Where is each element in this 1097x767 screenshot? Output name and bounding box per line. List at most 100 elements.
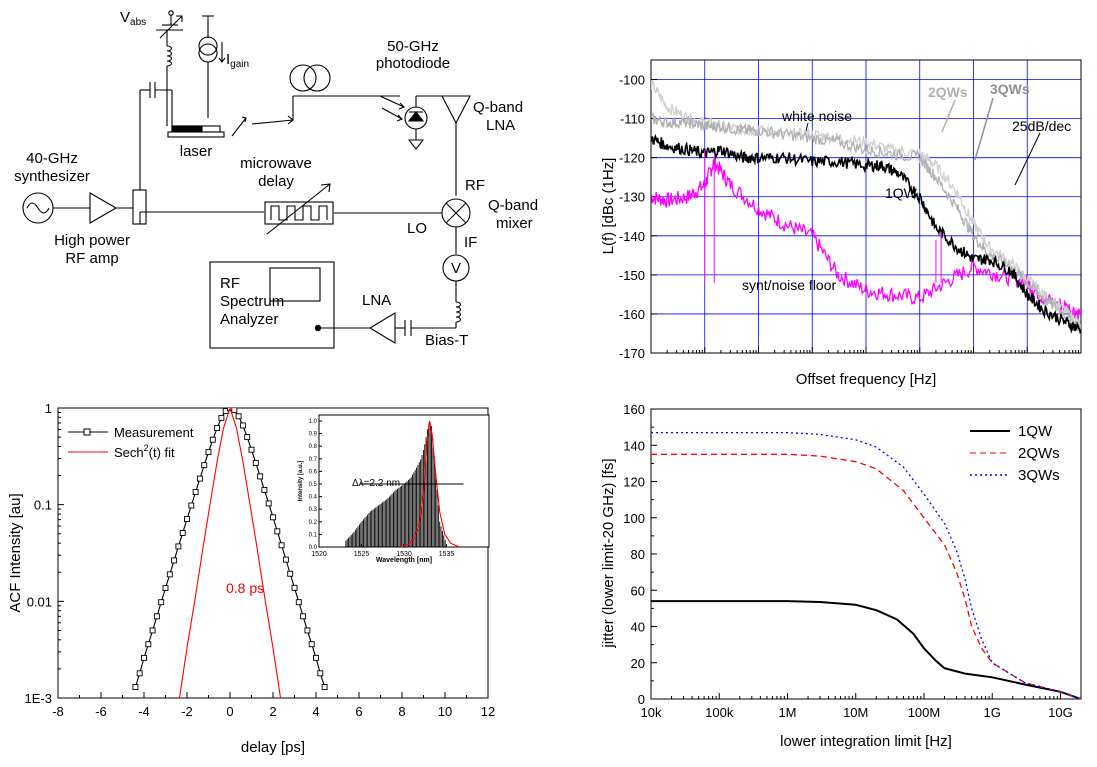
voltmeter-label: V: [451, 260, 461, 277]
acf-measurement-point: [308, 641, 315, 648]
inset-y-tick-label: 0.9: [309, 432, 318, 438]
pn-y-tick-label: -150: [619, 268, 645, 283]
acf-measurement-point: [196, 475, 203, 482]
jit-y-tick-label: 80: [631, 547, 645, 562]
microwave-delay-icon: [264, 201, 334, 225]
jitter-chart: 10k 100k 1M 10M 100M 1G 10G 0 20 40 60 80 100 120 140…: [600, 402, 1082, 750]
pn-annot-1qw: 1QW: [885, 185, 918, 201]
jit-y-tick-label: 140: [623, 438, 645, 453]
pn-y-tick-label: -120: [619, 151, 645, 166]
pn-annot-slope: 25dB/dec: [1012, 118, 1071, 134]
acf-measurement-point: [136, 670, 143, 677]
pn-y-tick-label: -100: [619, 73, 645, 88]
jit-x-tick-label: 100M: [908, 705, 941, 720]
bias-t-inductor-icon: [455, 301, 462, 323]
jit-y-tick-label: 100: [623, 511, 645, 526]
pn-y-tick-label: -170: [619, 346, 645, 361]
inset-y-tick-label: 0.1: [309, 532, 318, 538]
acf-measurement-point: [149, 627, 156, 634]
acf-measurement-point: [162, 585, 169, 592]
rf-amplifier-icon: [89, 192, 118, 224]
spectrum-analyzer-icon: [209, 261, 335, 349]
jit-legend-2qws: 2QWs: [1018, 445, 1060, 462]
acf-x-tick-label: 0: [226, 704, 233, 719]
acf-measurement-point: [231, 408, 238, 414]
mixer-label-line2: mixer: [496, 215, 533, 232]
acf-measurement-point: [291, 584, 298, 591]
acf-x-tick-label: 4: [312, 704, 319, 719]
synth-label-line2: synthesizer: [14, 168, 90, 185]
acf-measurement-point: [313, 654, 319, 661]
acf-measurement-point: [282, 556, 289, 563]
jit-y-tick-label: 20: [631, 656, 645, 671]
jit-x-tick-label: 1M: [778, 705, 796, 720]
acf-measurement-point: [265, 500, 272, 507]
amp-label-line2: RF amp: [65, 250, 118, 267]
acf-series-line: [178, 408, 282, 698]
inset-linewidth-annotation: Δλ=2.2 nm: [352, 478, 400, 489]
jit-x-tick-label: 10k: [641, 705, 662, 720]
acf-measurement-point: [214, 425, 221, 432]
inset-y-tick-label: 1.0: [309, 419, 318, 425]
qlna-label-line2: LNA: [486, 117, 515, 134]
acf-x-tick-label: 6: [355, 704, 362, 719]
pn-annot-noise-floor: synt/noise floor: [742, 277, 836, 293]
acf-legend-sech-fit: Sech2(t) fit: [114, 443, 175, 460]
acf-measurement-point: [244, 434, 251, 441]
acf-measurement-point: [218, 414, 225, 421]
pn-annot-3qws: 3QWs: [990, 81, 1030, 97]
jit-x-tick-label: 10M: [843, 705, 868, 720]
inset-y-tick-label: 0.0: [309, 545, 318, 551]
inset-x-tick-label: 1525: [354, 551, 370, 558]
q-band-lna-icon: [441, 95, 471, 125]
acf-x-tick-label: -6: [95, 704, 107, 719]
acf-measurement-point: [321, 684, 328, 690]
jit-x-tick-label: 1G: [984, 705, 1001, 720]
acf-x-tick-label: -4: [138, 704, 150, 719]
acf-measurement-point: [166, 571, 173, 578]
acf-measurement-point: [317, 670, 324, 677]
pn-y-tick-label: -110: [620, 112, 645, 127]
acf-measurement-point: [304, 627, 311, 634]
jit-y-tick-label: 0: [638, 692, 645, 707]
jit-y-tick-label: 40: [631, 620, 645, 635]
setup-schematic: [22, 10, 471, 349]
acf-series-line: [134, 408, 326, 688]
lna-label: LNA: [362, 292, 391, 309]
acf-legend: Measurement Sech2(t) fit: [68, 425, 194, 460]
pn-y-tick-label: -130: [619, 190, 645, 205]
acf-measurement-point: [171, 557, 178, 564]
acf-measurement-point: [274, 528, 281, 535]
if-port-label: IF: [464, 234, 477, 251]
acf-measurement-point: [201, 462, 208, 469]
jit-y-axis-label: jitter (lower limit-20 GHz) [fs]: [600, 458, 617, 648]
inset-x-axis-label: Wavelength [nm]: [376, 557, 432, 564]
phase-noise-chart: -100 -110 -120 -130 -140 -150 -160 -170 Offset …: [600, 59, 1082, 388]
acf-x-tick-label: 12: [481, 704, 495, 719]
jitter-legend: 1QW 2QWs 3QWs: [970, 423, 1060, 484]
acf-measurement-point: [287, 570, 294, 577]
acf-measurement-point: [192, 489, 199, 496]
acf-y-tick-label: 1: [45, 401, 52, 416]
bias-t-label: Bias-T: [425, 332, 468, 349]
pn-series-1-line: [651, 112, 1081, 332]
jit-y-tick-label: 160: [623, 402, 645, 417]
inset-fit-curve: [399, 420, 460, 547]
inset-y-tick-label: 0.5: [309, 482, 318, 488]
inset-y-tick-label: 0.4: [309, 495, 318, 501]
jit-series-0-line: [651, 600, 1081, 699]
vabs-label: Vabs: [120, 9, 146, 28]
jit-legend-1qw: 1QW: [1018, 423, 1053, 440]
qlna-label-line1: Q-band: [473, 99, 523, 116]
pn-annot-white-noise: white noise: [781, 108, 852, 124]
acf-measurement-point: [132, 684, 139, 690]
jit-series-2-line: [651, 431, 1081, 699]
acf-measurement-point: [158, 599, 165, 606]
current-source-icon: [198, 36, 218, 56]
acf-legend-measurement: Measurement: [114, 425, 194, 440]
